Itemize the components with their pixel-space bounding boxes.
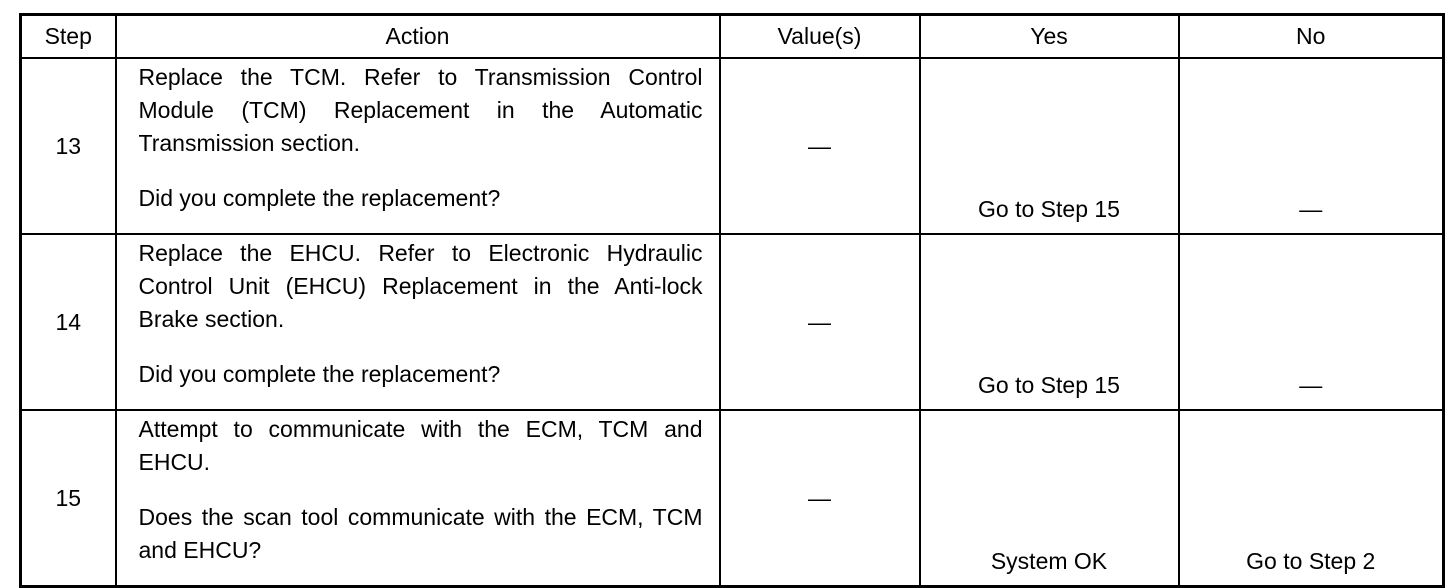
header-action: Action — [114, 13, 721, 59]
table-row: 15 Attempt to communicate with the ECM, … — [19, 409, 1445, 588]
action-question: Does the scan tool communicate with the … — [138, 504, 703, 563]
action-cell: Attempt to communicate with the ECM, TCM… — [114, 409, 721, 588]
no-cell: Go to Step 2 — [1177, 409, 1445, 588]
yes-cell: Go to Step 15 — [918, 233, 1180, 411]
value-cell: — — [718, 57, 921, 235]
action-cell: Replace the EHCU. Refer to Electronic Hy… — [114, 233, 721, 411]
no-cell: — — [1177, 57, 1445, 235]
table-row: 14 Replace the EHCU. Refer to Electronic… — [19, 233, 1445, 411]
action-text: Attempt to communicate with the ECM, TCM… — [138, 416, 703, 475]
action-text: Replace the TCM. Refer to Transmission C… — [138, 64, 703, 156]
action-text: Replace the EHCU. Refer to Electronic Hy… — [138, 240, 703, 332]
yes-cell: Go to Step 15 — [918, 57, 1180, 235]
action-cell: Replace the TCM. Refer to Transmission C… — [114, 57, 721, 235]
header-values: Value(s) — [718, 13, 921, 59]
action-question: Did you complete the replacement? — [138, 185, 501, 211]
action-question: Did you complete the replacement? — [138, 361, 501, 387]
value-cell: — — [718, 233, 921, 411]
header-yes: Yes — [918, 13, 1180, 59]
step-number: 13 — [19, 57, 117, 235]
header-no: No — [1177, 13, 1445, 59]
header-step: Step — [19, 13, 117, 59]
step-number: 14 — [19, 233, 117, 411]
step-number: 15 — [19, 409, 117, 588]
diagnostic-table: Step Action Value(s) Yes No 13 Replace t… — [19, 13, 1445, 588]
table-row: 13 Replace the TCM. Refer to Transmissio… — [19, 57, 1445, 235]
yes-cell: System OK — [918, 409, 1180, 588]
value-cell: — — [718, 409, 921, 588]
no-cell: — — [1177, 233, 1445, 411]
header-row: Step Action Value(s) Yes No — [19, 13, 1445, 59]
